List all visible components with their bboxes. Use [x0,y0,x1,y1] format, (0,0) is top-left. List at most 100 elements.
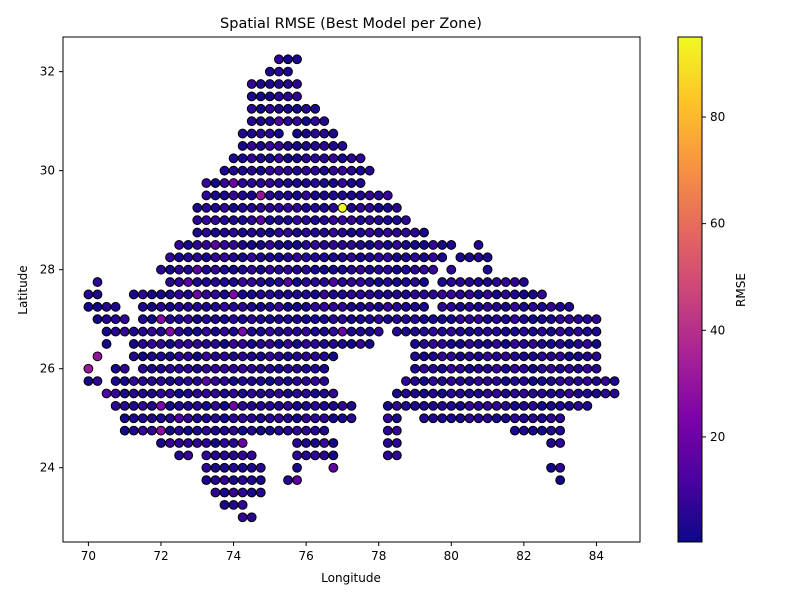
data-point [446,400,457,411]
data-point [455,252,466,263]
data-point [310,400,321,411]
data-point [473,388,484,399]
data-point [183,450,194,461]
data-point [292,178,302,188]
data-point [292,413,302,424]
data-point [210,240,221,250]
data-point [128,413,139,424]
data-point [237,499,248,510]
data-point [319,153,330,164]
data-point [255,462,266,473]
data-point [156,413,166,424]
data-point [319,376,330,386]
data-point [328,326,339,337]
data-point [210,450,221,461]
data-point [137,301,148,312]
data-point [446,277,457,287]
data-point [518,388,529,399]
data-point [446,301,457,312]
data-point [228,202,239,213]
data-point [237,376,248,386]
data-point [156,289,166,300]
data-point [319,363,330,374]
data-point [283,413,293,424]
data-point [328,202,339,213]
data-point [509,413,520,424]
data-point [391,413,402,424]
data-point [355,326,366,337]
data-point [528,363,538,374]
data-point [573,388,584,399]
data-point [246,339,257,349]
data-point [346,240,357,250]
data-point [582,363,593,374]
data-point [219,339,230,349]
data-point [156,301,166,312]
data-point [364,202,375,213]
data-point [264,128,275,139]
data-point [264,400,275,411]
data-point [255,178,266,188]
data-point [283,289,293,300]
data-point [428,413,439,424]
data-point [482,413,493,424]
data-point [446,289,457,300]
data-point [255,202,266,213]
data-point [310,413,321,424]
data-point [101,326,112,337]
data-point [237,351,248,362]
data-point [147,400,157,411]
data-point [83,363,94,374]
data-point [219,413,230,424]
data-point [310,326,321,337]
data-point [156,264,166,275]
data-point [165,289,175,300]
data-point [255,264,266,275]
data-point [119,326,130,337]
data-point [382,277,393,287]
data-point [147,314,157,325]
data-point [237,475,248,486]
data-point [401,215,411,226]
data-point [228,190,239,201]
data-point [355,314,366,325]
data-point [264,264,275,275]
data-point [274,202,284,213]
data-point [292,363,302,374]
data-point [219,289,230,300]
data-point [464,376,475,386]
data-point [246,91,257,102]
data-point [310,141,321,151]
scatter-points [83,54,620,523]
data-point [518,326,529,337]
data-point [174,339,185,349]
data-point [237,289,248,300]
data-point [301,128,312,139]
data-point [255,277,266,287]
data-point [555,462,566,473]
data-point [391,438,402,448]
data-point [255,376,266,386]
y-tick-label: 28 [40,263,55,277]
data-point [292,388,302,399]
data-point [437,351,448,362]
data-point [255,314,266,325]
data-point [319,264,330,275]
data-point [183,425,194,436]
data-point [328,178,339,188]
data-point [591,351,602,362]
data-point [382,190,393,201]
data-point [301,141,312,151]
y-axis-label: Latitude [16,265,30,314]
data-point [509,301,520,312]
data-point [228,388,239,399]
data-point [337,277,348,287]
data-point [255,351,266,362]
data-point [509,351,520,362]
data-point [310,388,321,399]
data-point [219,462,230,473]
data-point [292,400,302,411]
data-point [355,227,366,238]
data-point [546,314,556,325]
data-point [283,425,293,436]
